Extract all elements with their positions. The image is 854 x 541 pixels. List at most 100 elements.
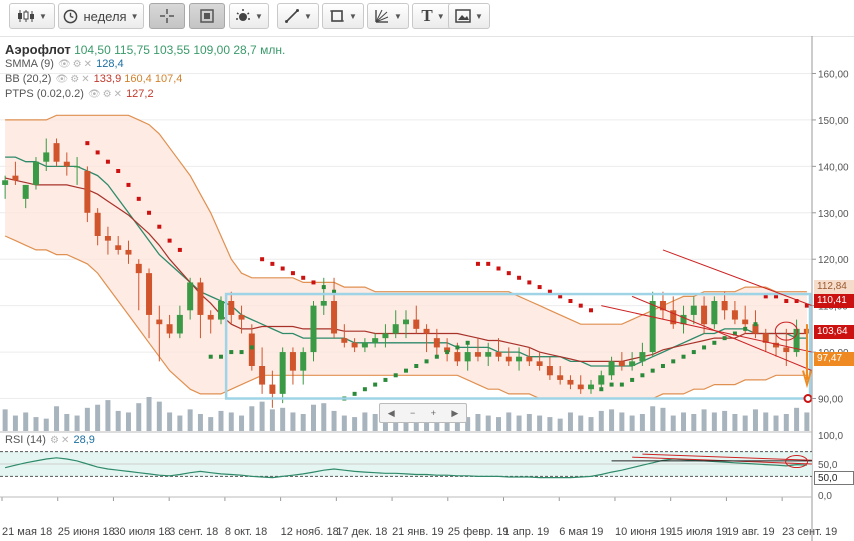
- shape-tool-button[interactable]: ▼: [322, 3, 364, 29]
- candle-body: [115, 245, 122, 250]
- ptps-point: [794, 299, 799, 303]
- price-chart[interactable]: 160,00150,00140,00130,00120,00110,00100,…: [0, 36, 854, 541]
- ptps-point: [352, 391, 357, 396]
- volume-bar: [372, 414, 378, 431]
- candle-body: [783, 347, 790, 353]
- gear-icon[interactable]: ⚙: [70, 74, 80, 85]
- volume-bar: [588, 417, 594, 431]
- zoom-in-icon[interactable]: +: [430, 408, 436, 418]
- ptps-point: [332, 289, 337, 294]
- volume-bar: [465, 417, 471, 431]
- time-tick-label: 1 апр. 19: [504, 526, 550, 538]
- highlight-circle: [774, 321, 798, 341]
- scroll-navigator[interactable]: ◀ − + ▶: [379, 403, 467, 423]
- ptps-point: [290, 271, 295, 276]
- rsi-trendline: [642, 453, 813, 461]
- gear-icon[interactable]: ⚙: [102, 89, 112, 100]
- volume-bar: [639, 414, 645, 431]
- bollinger-lower-line: [4, 235, 807, 400]
- zoom-out-icon[interactable]: −: [410, 408, 416, 418]
- candle-body: [618, 361, 625, 366]
- eye-icon[interactable]: 👁: [87, 89, 101, 100]
- legend-main: Аэрофлот 104,50 115,75 103,55 109,00 28,…: [5, 42, 285, 57]
- candle-body: [680, 314, 687, 325]
- fibonacci-tool-button[interactable]: ▼: [367, 3, 409, 29]
- ptps-price-label: 110,41: [814, 294, 854, 308]
- candle-body: [382, 333, 389, 339]
- candle-body: [588, 384, 595, 390]
- ptps-point: [630, 377, 635, 382]
- volume-bar: [2, 409, 8, 431]
- indicators-button[interactable]: ▼: [229, 3, 269, 29]
- volume-bar: [496, 417, 502, 431]
- candle-body: [752, 324, 759, 334]
- gear-icon[interactable]: ⚙: [72, 59, 82, 70]
- gear-icon[interactable]: ⚙: [50, 435, 59, 446]
- chevron-down-icon: ▼: [130, 11, 139, 21]
- volume-bar: [208, 417, 214, 431]
- time-tick-label: 6 мая 19: [559, 526, 603, 538]
- close-icon[interactable]: ✕: [83, 59, 93, 70]
- scroll-left-icon[interactable]: ◀: [387, 407, 395, 418]
- eye-icon[interactable]: 👁: [55, 74, 69, 85]
- ptps-point: [301, 275, 306, 280]
- volume-bar: [506, 412, 512, 431]
- time-tick-label: 10 июня 19: [615, 526, 672, 538]
- range-rectangle: [224, 292, 812, 400]
- volume-bar: [23, 412, 29, 431]
- rsi-value: 28,9: [73, 434, 95, 446]
- volume-bar: [84, 407, 90, 431]
- ptps-point: [455, 345, 460, 350]
- volume-bar: [722, 410, 728, 431]
- picture-icon: [455, 9, 471, 23]
- candles-type-button[interactable]: ▼: [9, 3, 55, 29]
- volume-bar: [177, 415, 183, 431]
- candle-body: [310, 305, 317, 353]
- volume-bar: [352, 417, 358, 431]
- volume-bar: [403, 417, 409, 431]
- price-tick-label: 150,00: [818, 116, 849, 127]
- close-icon[interactable]: ✕: [81, 74, 90, 85]
- candle-body: [135, 263, 142, 274]
- time-tick-label: 23 сент. 19: [782, 526, 837, 538]
- image-button[interactable]: ▼: [448, 3, 490, 29]
- candle-body: [259, 366, 266, 385]
- zoom-button[interactable]: [189, 3, 225, 29]
- close-icon[interactable]: ✕: [113, 89, 122, 100]
- bb-upper-price-label: 112,84: [814, 280, 854, 294]
- chevron-down-icon: ▼: [436, 11, 445, 21]
- ptps-point: [589, 308, 594, 313]
- candle-body: [207, 314, 214, 320]
- ptps-point: [702, 345, 707, 350]
- candle-body: [63, 161, 70, 167]
- bollinger-band-fill: [5, 115, 807, 399]
- ptps-point: [465, 340, 470, 345]
- candle-body: [361, 342, 368, 348]
- candle-body: [546, 366, 553, 376]
- time-tick-label: 25 июня 18: [58, 526, 115, 538]
- candle-body: [629, 361, 636, 366]
- volume-bar: [660, 407, 666, 431]
- ptps-point: [475, 261, 480, 266]
- volume-bar: [290, 412, 296, 431]
- close-icon[interactable]: ✕: [61, 435, 70, 446]
- period-select[interactable]: неделя ▼: [58, 3, 144, 29]
- eye-icon[interactable]: 👁: [57, 59, 71, 70]
- line-tool-button[interactable]: ▼: [277, 3, 319, 29]
- candle-body: [536, 361, 543, 366]
- volume-bar: [95, 404, 101, 431]
- candle-body: [577, 384, 584, 390]
- scroll-right-icon[interactable]: ▶: [451, 407, 459, 418]
- candle-body: [228, 301, 235, 315]
- legend-rsi: RSI (14) ⚙ ✕ 28,9: [5, 434, 95, 446]
- crosshair-button[interactable]: [149, 3, 185, 29]
- volume-bar: [259, 401, 265, 431]
- volume-bar: [228, 412, 234, 431]
- candle-body: [372, 338, 379, 343]
- volume-bar: [609, 409, 615, 431]
- volume-bar: [382, 415, 388, 431]
- ptps-point: [383, 377, 388, 382]
- candle-body: [526, 356, 533, 362]
- volume-bar: [54, 406, 60, 431]
- volume-bar: [537, 415, 543, 431]
